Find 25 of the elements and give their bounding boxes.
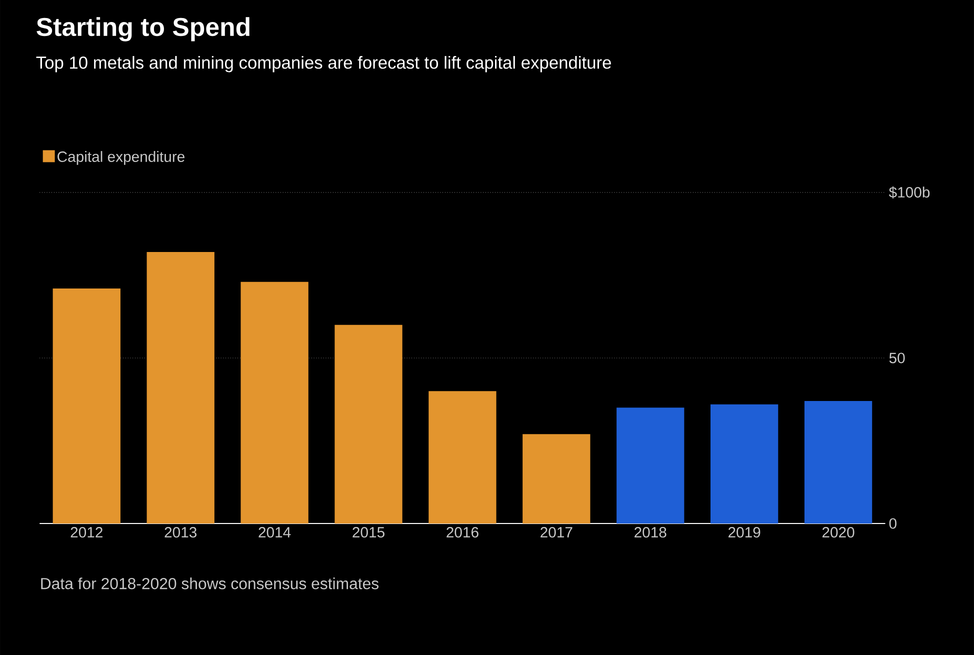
x-tick-label: 2020: [822, 526, 854, 538]
x-tick-label: 2019: [728, 526, 760, 538]
bar: [240, 282, 308, 524]
bar: [334, 324, 402, 524]
bar: [52, 288, 120, 524]
chart-subtitle: Top 10 metals and mining companies are forecast to lift capital expenditure: [36, 56, 611, 72]
bar: [428, 391, 496, 524]
bar: [146, 252, 214, 524]
bar: [522, 434, 590, 524]
x-tick-label: 2015: [352, 526, 384, 538]
x-tick-label: 2013: [164, 526, 197, 538]
x-tick-label: 2017: [540, 526, 572, 538]
x-tick-label: 2012: [70, 526, 102, 538]
x-tick-label: 2018: [634, 526, 666, 538]
bar: [804, 400, 872, 524]
text: Data for 2018-2020 shows consensus estimates: [41, 577, 379, 590]
y-tick-label: $100b: [888, 186, 930, 198]
x-tick-label: 2014: [258, 526, 291, 538]
y-tick-label: 50: [889, 352, 905, 364]
legend-label: Capital expenditure: [58, 150, 184, 165]
bar: [616, 408, 684, 524]
chart-title: Starting to Spend: [36, 17, 250, 42]
x-tick-label: 2016: [446, 526, 478, 538]
bar: [710, 404, 778, 524]
y-tick-label: 0: [889, 518, 896, 529]
